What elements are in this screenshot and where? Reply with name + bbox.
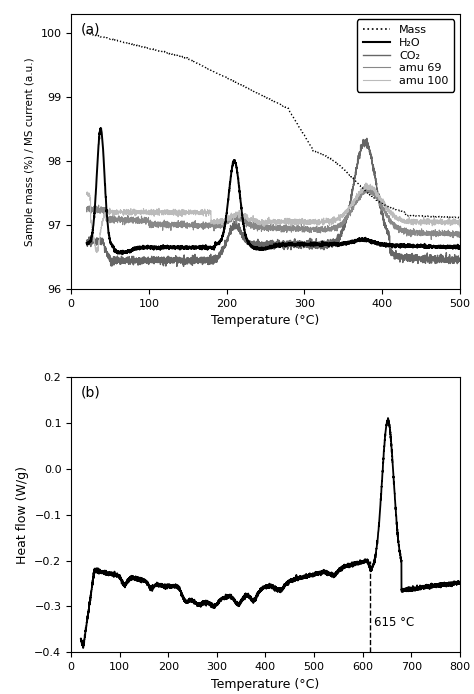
X-axis label: Temperature (°C): Temperature (°C) (211, 677, 319, 691)
Text: (b): (b) (81, 385, 100, 400)
X-axis label: Temperature (°C): Temperature (°C) (211, 314, 319, 328)
Text: 615 °C: 615 °C (374, 616, 414, 629)
Legend: Mass, H₂O, CO₂, amu 69, amu 100: Mass, H₂O, CO₂, amu 69, amu 100 (357, 19, 454, 92)
Text: (a): (a) (81, 22, 100, 36)
Y-axis label: Heat flow (W/g): Heat flow (W/g) (16, 466, 29, 564)
Y-axis label: Sample mass (%) / MS current (a.u.): Sample mass (%) / MS current (a.u.) (25, 57, 35, 246)
